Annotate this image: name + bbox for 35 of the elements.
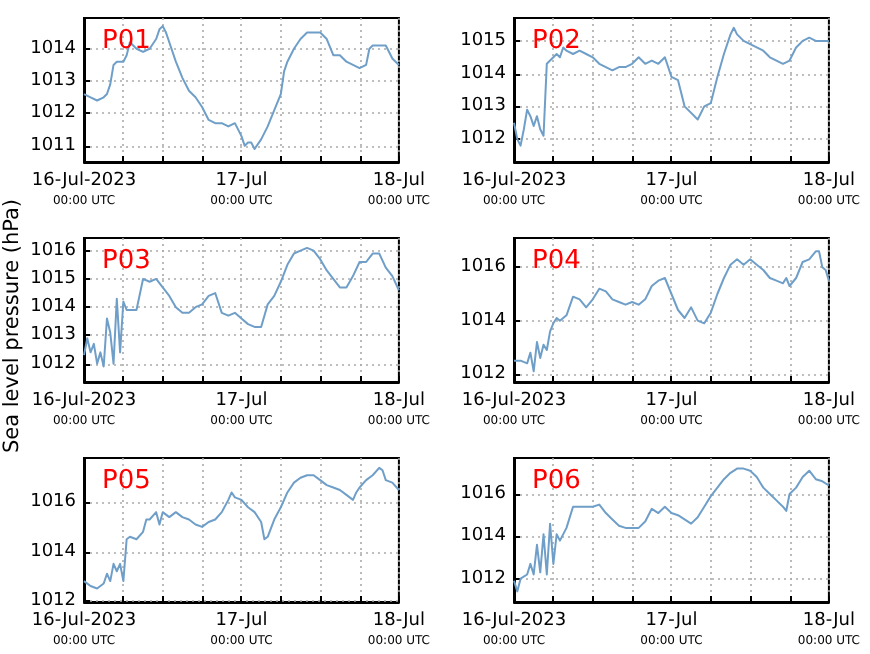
y-tick-label: 1012 [460, 129, 506, 150]
y-tick-label: 1014 [460, 310, 507, 331]
y-tick-label: 1012 [30, 103, 76, 124]
y-tick-label: 1014 [30, 541, 77, 562]
chart-title: P01 [102, 26, 151, 56]
y-tick-label: 1016 [30, 240, 77, 261]
chart-title: P02 [532, 26, 581, 56]
chart-title: P06 [532, 466, 581, 496]
y-tick-label: 1014 [460, 526, 507, 547]
y-tick-label: 1012 [30, 590, 76, 611]
line-series [83, 466, 400, 590]
y-tick-label: 1016 [460, 257, 507, 278]
y-tick-label: 1012 [460, 364, 506, 384]
chart-title: P05 [102, 466, 151, 496]
line-series [83, 246, 400, 368]
line-series [513, 467, 830, 593]
y-tick-label: 1016 [30, 492, 77, 513]
y-tick-label: 1012 [30, 353, 76, 374]
y-tick-label: 1012 [460, 568, 506, 589]
y-tick-label: 1011 [30, 135, 76, 156]
y-tick-label: 1013 [30, 325, 76, 346]
y-tick-label: 1013 [30, 71, 76, 92]
line-series [83, 25, 400, 151]
chart-title: P03 [102, 246, 151, 276]
chart-title: P04 [532, 246, 581, 276]
y-tick-label: 1014 [30, 38, 77, 59]
y-tick-label: 1014 [460, 63, 507, 84]
y-tick-label: 1015 [30, 268, 76, 289]
y-tick-label: 1014 [30, 297, 77, 318]
y-tick-label: 1015 [460, 30, 506, 51]
y-axis-title: Sea level pressure (hPa) [0, 196, 24, 458]
y-tick-label: 1016 [460, 484, 507, 504]
y-tick-label: 1013 [460, 96, 506, 117]
line-series [513, 26, 830, 147]
line-series [513, 250, 830, 373]
